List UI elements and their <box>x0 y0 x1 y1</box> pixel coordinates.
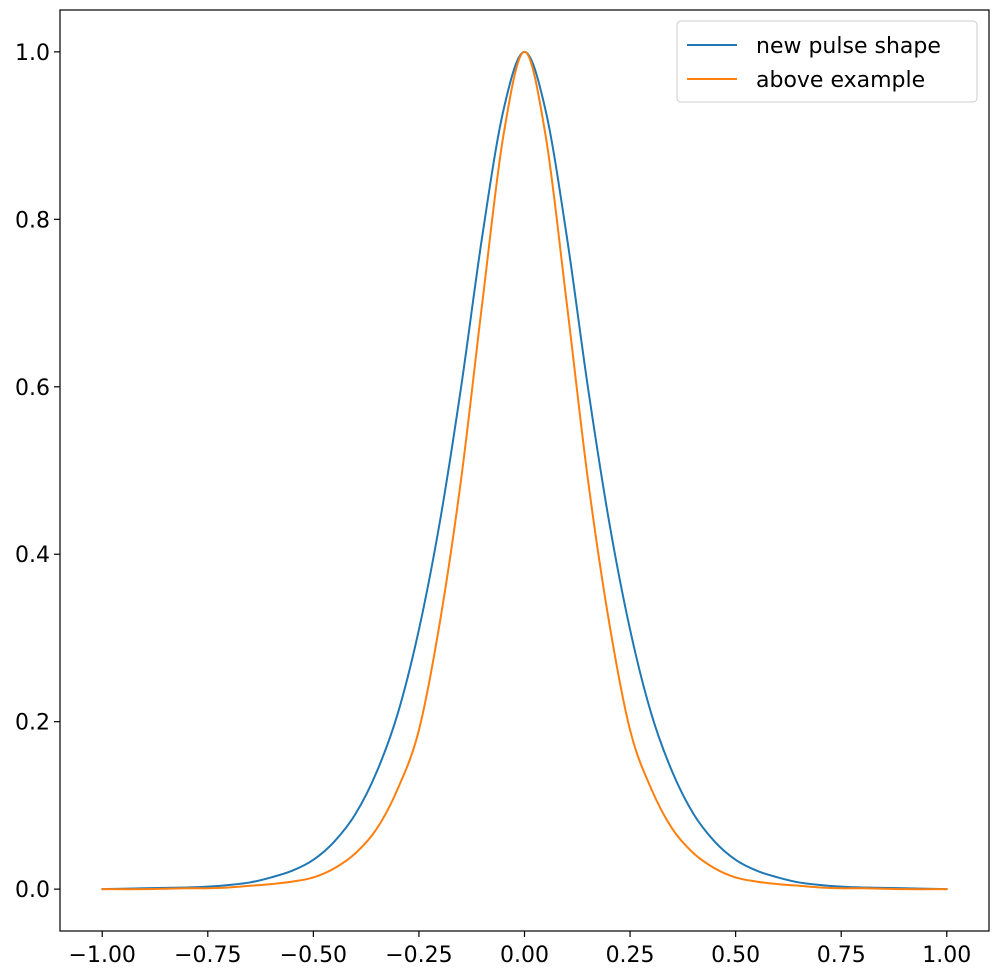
legend: new pulse shape above example <box>676 20 978 103</box>
y-tick-label: 0.8 <box>15 208 50 233</box>
y-tick-label: 0.6 <box>15 376 50 401</box>
legend-label-1: new pulse shape <box>756 34 941 59</box>
series-layer <box>101 50 948 891</box>
x-tick-label: −0.50 <box>280 943 347 968</box>
x-tick-label: 0.50 <box>711 943 760 968</box>
x-tick-label: 1.00 <box>922 943 971 968</box>
legend-label-2: above example <box>756 68 925 93</box>
ticks-layer: −1.00 −0.75 −0.50 −0.25 0.00 0.25 0.50 0.75 1.00… <box>15 41 971 968</box>
y-tick-label: 0.0 <box>15 878 50 903</box>
x-tick-label: 0.00 <box>500 943 549 968</box>
x-tick-label: 0.25 <box>606 943 655 968</box>
legend-box <box>676 20 978 103</box>
x-tick-label: −0.75 <box>174 943 241 968</box>
x-tick-label: −1.00 <box>69 943 136 968</box>
x-tick-label: 0.75 <box>817 943 866 968</box>
y-tick-label: 0.2 <box>15 711 50 736</box>
y-tick-label: 1.0 <box>15 41 50 66</box>
x-tick-label: −0.25 <box>385 943 452 968</box>
series-line-2 <box>101 50 948 891</box>
y-tick-label: 0.4 <box>15 543 50 568</box>
